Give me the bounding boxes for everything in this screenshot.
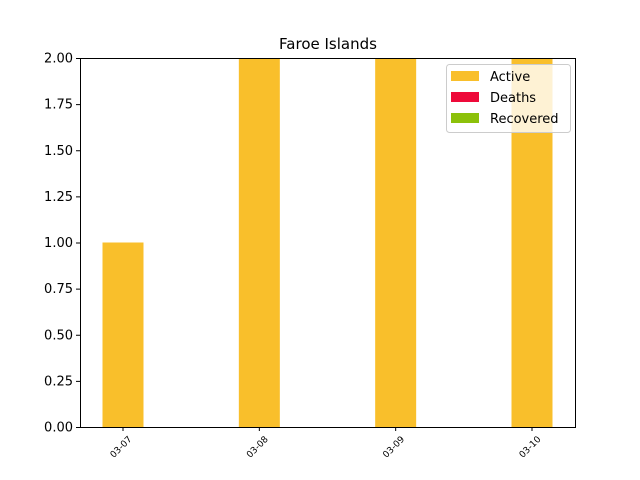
y-tick-label: 1.00	[44, 236, 73, 251]
bar-active-03-08	[238, 58, 280, 427]
y-tick-label: 0.50	[44, 328, 73, 343]
x-tick-label: 03-10	[518, 435, 544, 461]
legend-label-active: Active	[490, 70, 530, 85]
x-tick-label: 03-08	[245, 435, 271, 461]
plot-frame	[80, 58, 576, 428]
y-tick-label: 0.00	[44, 421, 73, 436]
legend-swatch-recovered	[451, 113, 479, 123]
legend-label-recovered: Recovered	[490, 112, 559, 127]
y-tick-label: 0.75	[44, 282, 73, 297]
legend-swatch-deaths	[451, 92, 479, 102]
y-tick-label: 0.25	[44, 374, 73, 389]
bar-active-03-09	[375, 58, 417, 427]
x-tick-label: 03-09	[381, 435, 407, 461]
chart-title: Faroe Islands	[279, 35, 377, 53]
bar-active-03-07	[102, 242, 144, 427]
y-tick-label: 1.75	[44, 98, 73, 113]
y-tick-label: 2.00	[44, 52, 73, 67]
y-tick-label: 1.25	[44, 190, 73, 205]
legend: Active Deaths Recovered	[446, 64, 571, 133]
x-tick-label: 03-07	[109, 435, 135, 461]
y-tick-label: 1.50	[44, 144, 73, 159]
legend-swatch-active	[451, 71, 479, 81]
legend-label-deaths: Deaths	[490, 91, 536, 106]
